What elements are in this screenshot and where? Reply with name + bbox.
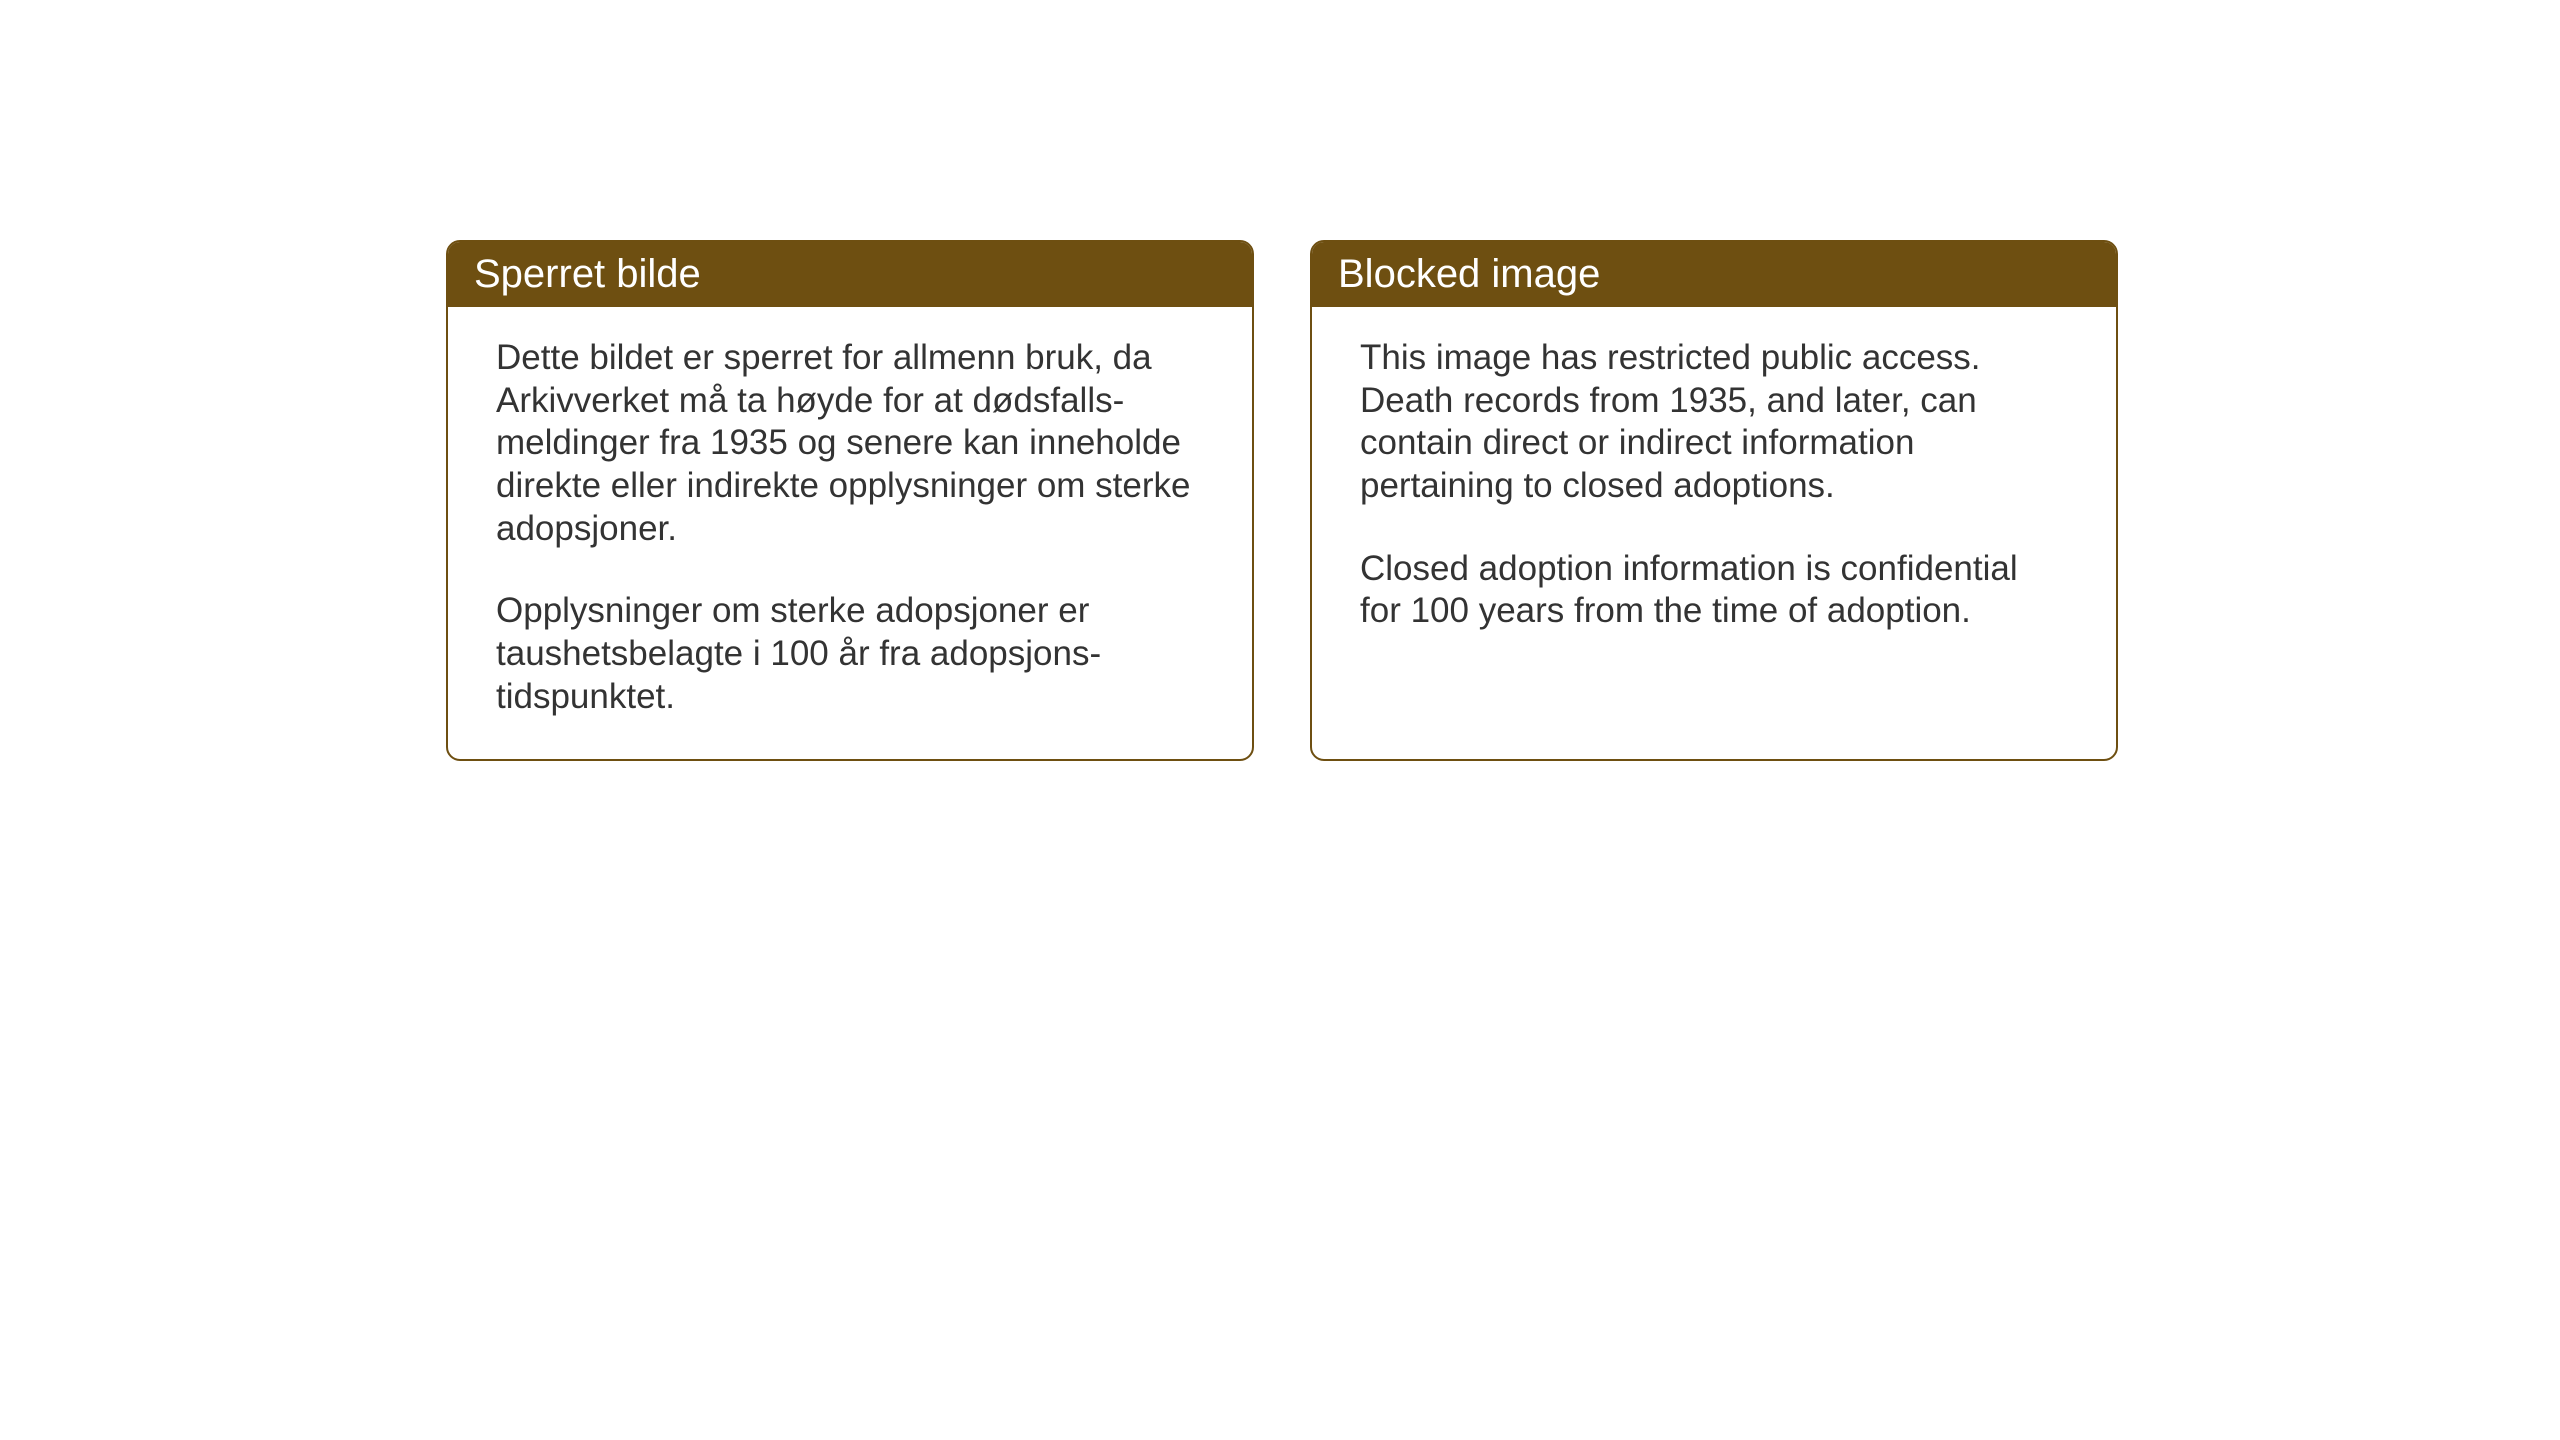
card-title-english: Blocked image xyxy=(1338,252,1600,296)
paragraph-english-2: Closed adoption information is confident… xyxy=(1360,548,2068,633)
cards-container: Sperret bilde Dette bildet er sperret fo… xyxy=(446,240,2118,761)
card-header-english: Blocked image xyxy=(1312,242,2116,307)
card-english: Blocked image This image has restricted … xyxy=(1310,240,2118,761)
card-norwegian: Sperret bilde Dette bildet er sperret fo… xyxy=(446,240,1254,761)
paragraph-english-1: This image has restricted public access.… xyxy=(1360,337,2068,508)
card-body-norwegian: Dette bildet er sperret for allmenn bruk… xyxy=(448,307,1252,759)
paragraph-norwegian-2: Opplysninger om sterke adopsjoner er tau… xyxy=(496,590,1204,718)
card-title-norwegian: Sperret bilde xyxy=(474,252,701,296)
paragraph-norwegian-1: Dette bildet er sperret for allmenn bruk… xyxy=(496,337,1204,550)
card-body-english: This image has restricted public access.… xyxy=(1312,307,2116,673)
card-header-norwegian: Sperret bilde xyxy=(448,242,1252,307)
